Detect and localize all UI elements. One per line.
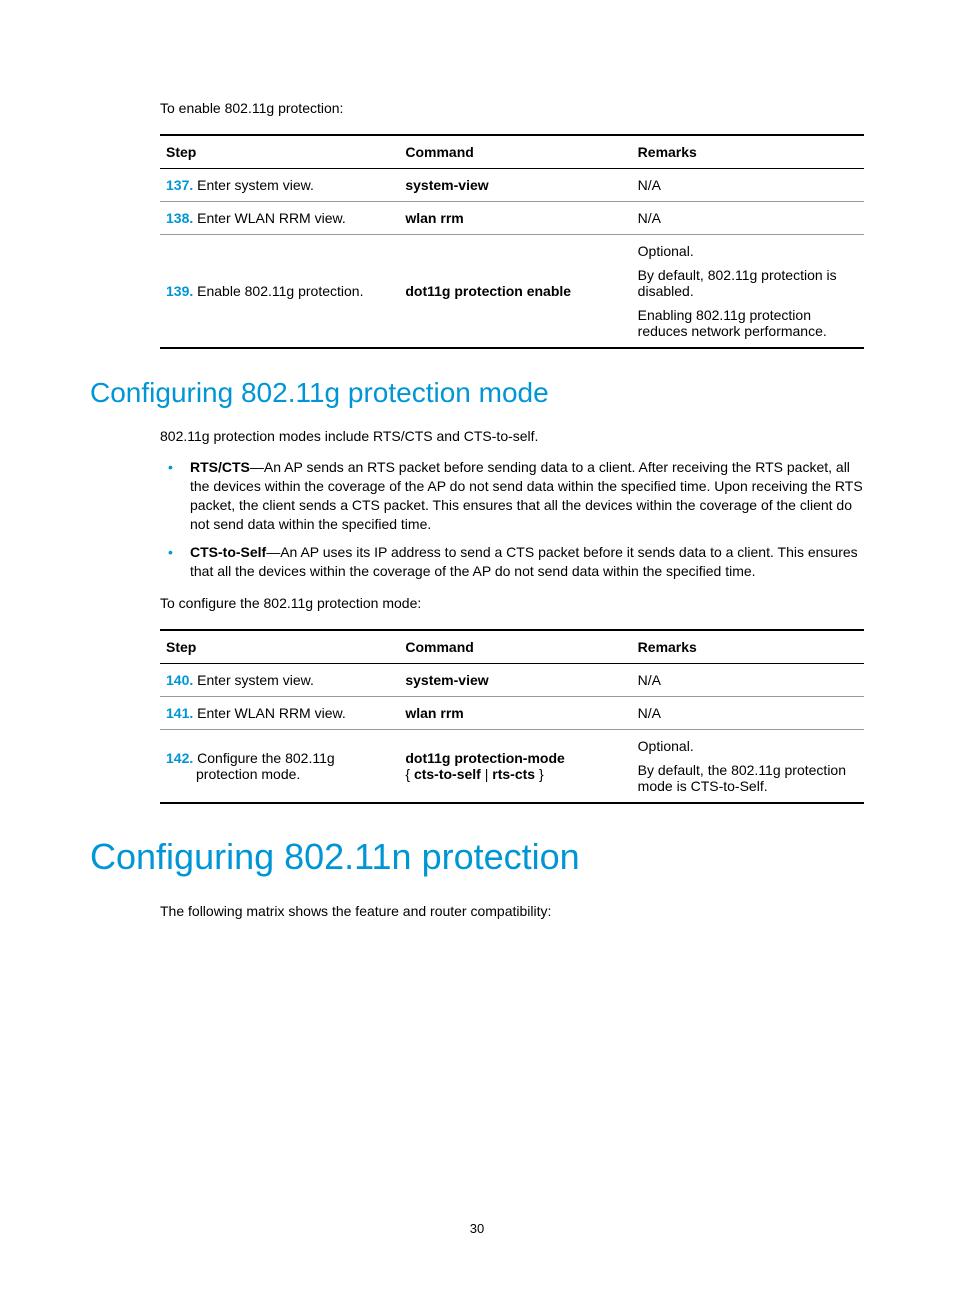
remarks-text: N/A [632, 664, 864, 697]
table-row: 138. Enter WLAN RRM view. wlan rrm N/A [160, 202, 864, 235]
bullet-lead: CTS-to-Self [190, 544, 266, 560]
th-step: Step [160, 630, 399, 664]
heading-11n-protection: Configuring 802.11n protection [90, 836, 864, 878]
th-remarks: Remarks [632, 135, 864, 169]
remarks-text: Enabling 802.11g protection reduces netw… [638, 307, 858, 339]
remarks-text: Optional. [638, 243, 858, 259]
remarks-text: N/A [632, 697, 864, 730]
th-remarks: Remarks [632, 630, 864, 664]
th-command: Command [399, 135, 631, 169]
body-paragraph: The following matrix shows the feature a… [160, 902, 864, 921]
step-number: 137. [166, 177, 193, 193]
table-row: 141. Enter WLAN RRM view. wlan rrm N/A [160, 697, 864, 730]
table-enable-protection: Step Command Remarks 137. Enter system v… [160, 134, 864, 349]
command-text: system-view [399, 169, 631, 202]
step-text: Enter WLAN RRM view. [197, 210, 346, 226]
list-item: RTS/CTS—An AP sends an RTS packet before… [160, 458, 864, 534]
remarks-text: N/A [632, 169, 864, 202]
step-number: 139. [166, 283, 193, 299]
intro-text-1: To enable 802.11g protection: [160, 100, 864, 116]
table-row: 137. Enter system view. system-view N/A [160, 169, 864, 202]
intro-text-2: To configure the 802.11g protection mode… [160, 595, 864, 611]
command-text: dot11g protection-mode { cts-to-self | r… [399, 730, 631, 804]
command-line1: dot11g protection-mode [405, 750, 564, 766]
bullet-text: —An AP uses its IP address to send a CTS… [190, 544, 858, 579]
table-row: 142. Configure the 802.11gprotection mod… [160, 730, 864, 804]
remarks-block: Optional. By default, the 802.11g protec… [632, 730, 864, 804]
table-row: 139. Enable 802.11g protection. dot11g p… [160, 235, 864, 349]
bullet-text: —An AP sends an RTS packet before sendin… [190, 459, 863, 532]
step-text: Enable 802.11g protection. [197, 283, 363, 299]
step-text: Enter WLAN RRM view. [197, 705, 346, 721]
step-text: Enter system view. [197, 177, 314, 193]
command-opt1: cts-to-self [414, 766, 481, 782]
command-text: wlan rrm [399, 202, 631, 235]
step-number: 142. [166, 750, 193, 766]
table-protection-mode: Step Command Remarks 140. Enter system v… [160, 629, 864, 804]
page-number: 30 [0, 1221, 954, 1236]
bullet-list: RTS/CTS—An AP sends an RTS packet before… [160, 458, 864, 581]
step-number: 140. [166, 672, 193, 688]
command-opt2: rts-cts [492, 766, 535, 782]
remarks-text: By default, the 802.11g protection mode … [638, 762, 858, 794]
th-command: Command [399, 630, 631, 664]
bullet-lead: RTS/CTS [190, 459, 250, 475]
remarks-block: Optional. By default, 802.11g protection… [632, 235, 864, 349]
step-number: 138. [166, 210, 193, 226]
remarks-text: Optional. [638, 738, 858, 754]
list-item: CTS-to-Self—An AP uses its IP address to… [160, 543, 864, 581]
heading-protection-mode: Configuring 802.11g protection mode [90, 377, 864, 409]
table-row: 140. Enter system view. system-view N/A [160, 664, 864, 697]
command-text: wlan rrm [399, 697, 631, 730]
body-paragraph: 802.11g protection modes include RTS/CTS… [160, 427, 864, 446]
step-text: Configure the 802.11g [197, 750, 335, 766]
command-text: dot11g protection enable [399, 235, 631, 349]
remarks-text: N/A [632, 202, 864, 235]
th-step: Step [160, 135, 399, 169]
step-text: Enter system view. [197, 672, 314, 688]
step-text-line2: protection mode. [166, 766, 393, 782]
step-number: 141. [166, 705, 193, 721]
remarks-text: By default, 802.11g protection is disabl… [638, 267, 858, 299]
command-text: system-view [399, 664, 631, 697]
